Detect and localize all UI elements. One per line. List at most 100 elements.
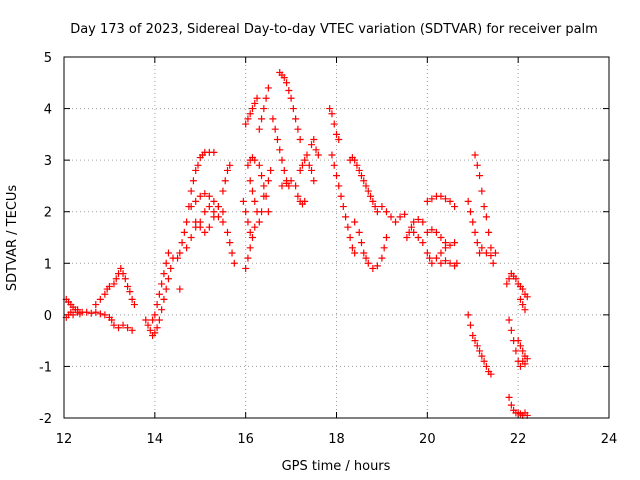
data-point bbox=[187, 203, 195, 211]
y-tick-label: 5 bbox=[44, 51, 52, 66]
data-point bbox=[149, 316, 157, 324]
data-point bbox=[342, 213, 350, 221]
data-point bbox=[242, 208, 250, 216]
data-point bbox=[423, 197, 431, 205]
data-point bbox=[128, 326, 136, 334]
data-point bbox=[110, 321, 118, 329]
data-point bbox=[326, 105, 334, 113]
data-point bbox=[362, 182, 370, 190]
data-point bbox=[151, 311, 159, 319]
data-point bbox=[371, 203, 379, 211]
data-point bbox=[414, 215, 422, 223]
data-point bbox=[271, 125, 279, 133]
data-point bbox=[423, 249, 431, 257]
data-point bbox=[164, 249, 172, 257]
data-point bbox=[273, 136, 281, 144]
axis-ticks: 12 14 16 18 20 22 24 5 4 3 2 1 0 -1 -2 bbox=[39, 51, 617, 447]
data-point bbox=[105, 282, 113, 290]
data-point bbox=[153, 301, 161, 309]
data-point bbox=[283, 79, 291, 87]
data-point bbox=[446, 259, 454, 267]
data-point bbox=[487, 370, 495, 378]
data-point bbox=[464, 197, 472, 205]
data-point bbox=[360, 249, 368, 257]
data-point bbox=[512, 275, 520, 283]
data-point bbox=[176, 249, 184, 257]
data-point bbox=[126, 288, 134, 296]
data-point bbox=[301, 197, 309, 205]
data-point bbox=[482, 213, 490, 221]
data-point bbox=[260, 105, 268, 113]
data-point bbox=[201, 228, 209, 236]
y-tick-label: -1 bbox=[39, 360, 52, 375]
data-point bbox=[294, 192, 302, 200]
data-point bbox=[298, 161, 306, 169]
data-point bbox=[305, 161, 313, 169]
data-point bbox=[224, 228, 231, 236]
data-point bbox=[239, 197, 247, 205]
data-point bbox=[124, 282, 132, 290]
data-point bbox=[244, 218, 252, 226]
data-point bbox=[260, 182, 268, 190]
data-point bbox=[446, 197, 454, 205]
data-point bbox=[453, 259, 461, 267]
data-point bbox=[482, 362, 490, 370]
y-tick-label: 2 bbox=[44, 206, 52, 221]
data-point bbox=[516, 362, 524, 370]
data-point bbox=[210, 197, 218, 205]
data-point bbox=[242, 264, 250, 272]
data-point bbox=[119, 270, 127, 278]
data-point bbox=[442, 257, 449, 265]
data-point bbox=[330, 161, 338, 169]
data-point bbox=[219, 208, 227, 216]
data-point bbox=[192, 166, 200, 174]
data-point bbox=[410, 228, 418, 236]
data-point bbox=[312, 146, 320, 154]
data-point bbox=[178, 239, 186, 247]
data-point bbox=[466, 321, 474, 329]
data-point bbox=[87, 309, 95, 317]
y-tick-label: 3 bbox=[44, 154, 52, 169]
data-point bbox=[176, 285, 184, 293]
data-point bbox=[267, 166, 275, 174]
data-point bbox=[158, 306, 166, 314]
data-point bbox=[201, 208, 209, 216]
data-point bbox=[521, 306, 529, 314]
data-point bbox=[155, 316, 163, 324]
data-point bbox=[367, 192, 375, 200]
data-point bbox=[115, 324, 122, 332]
data-point bbox=[196, 192, 204, 200]
data-point bbox=[330, 120, 338, 128]
data-point bbox=[333, 130, 340, 138]
data-point bbox=[244, 161, 252, 169]
data-point bbox=[451, 203, 459, 211]
data-point bbox=[464, 311, 472, 319]
data-point bbox=[248, 234, 256, 241]
data-point bbox=[378, 254, 386, 262]
data-point bbox=[258, 115, 266, 123]
data-point bbox=[487, 252, 495, 260]
data-point bbox=[121, 275, 129, 283]
data-point bbox=[283, 179, 291, 187]
data-point bbox=[471, 228, 479, 236]
data-point bbox=[92, 301, 100, 309]
data-point bbox=[512, 347, 520, 355]
data-point bbox=[205, 203, 213, 211]
data-point bbox=[303, 151, 311, 159]
data-point bbox=[287, 94, 295, 102]
data-point bbox=[451, 239, 459, 247]
data-point bbox=[432, 254, 440, 262]
data-point bbox=[142, 316, 150, 324]
data-point bbox=[401, 210, 409, 218]
data-point bbox=[476, 347, 484, 355]
data-point bbox=[230, 259, 238, 267]
data-point bbox=[164, 275, 172, 283]
data-point bbox=[310, 136, 318, 144]
data-point bbox=[101, 290, 109, 298]
data-point bbox=[519, 301, 527, 309]
data-point bbox=[489, 259, 497, 267]
y-tick-label: 4 bbox=[44, 103, 52, 118]
data-point bbox=[160, 270, 168, 278]
data-point bbox=[519, 347, 527, 355]
